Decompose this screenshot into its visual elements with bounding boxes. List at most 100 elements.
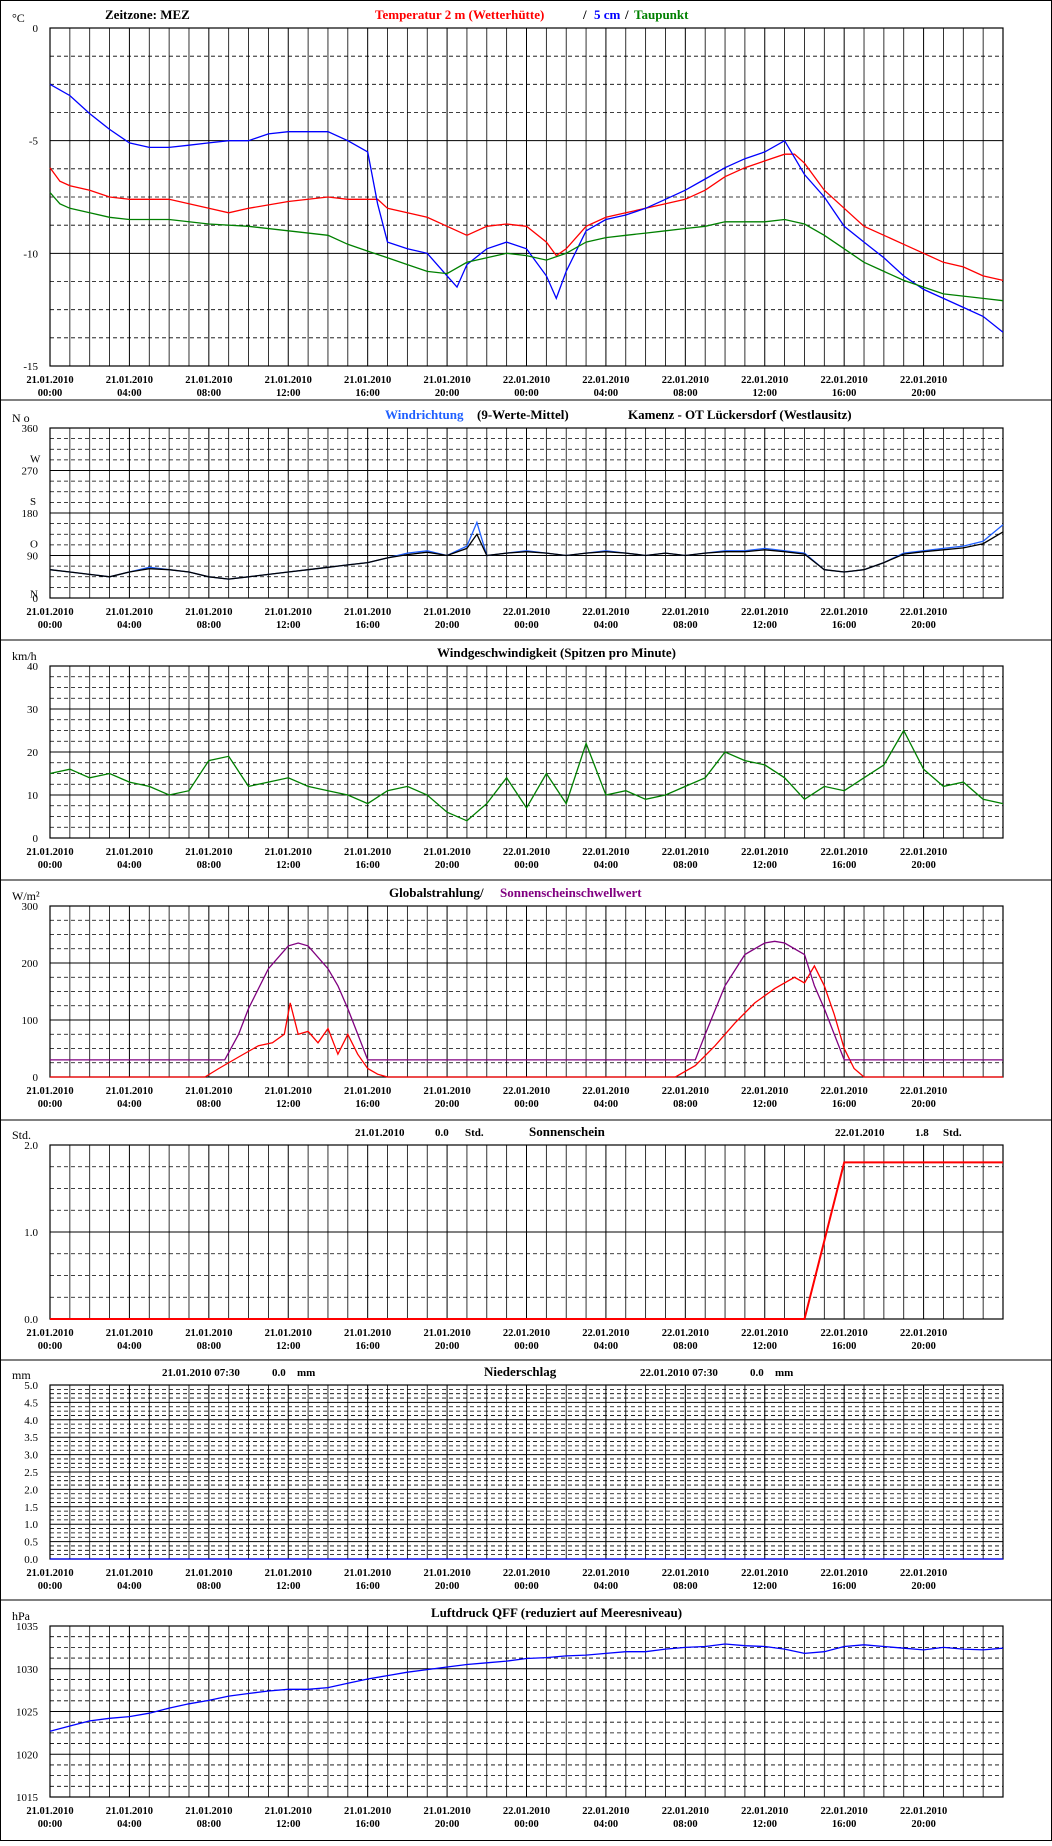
x-tick-time: 00:00 (38, 1341, 63, 1352)
day1-date: 21.01.2010 07:30 (162, 1367, 240, 1379)
y-tick-label: -5 (29, 136, 39, 148)
legend-temp-5cm: 5 cm (594, 7, 621, 22)
x-tick-time: 04:00 (594, 860, 619, 871)
x-tick-date: 22.01.2010 (741, 1086, 788, 1097)
x-tick-date: 22.01.2010 (741, 1806, 788, 1817)
x-tick-time: 08:00 (197, 388, 222, 399)
x-tick-date: 21.01.2010 (106, 847, 153, 858)
y-tick-label: 180 (22, 508, 39, 520)
panel-title: Sonnenschein (529, 1124, 606, 1139)
y-tick-label: 4.5 (24, 1397, 38, 1409)
precip-panel: 0.0 0.5 1.0 1.5 2.0 2.5 3.0 3.5 4.0 4.5 5.0 21.01.2… (0, 1364, 1052, 1601)
x-tick-date: 21.01.2010 (344, 1328, 391, 1339)
x-tick-time: 08:00 (197, 1341, 222, 1352)
x-tick-time: 00:00 (514, 1819, 539, 1830)
x-tick-date: 21.01.2010 (265, 847, 312, 858)
x-tick-time: 00:00 (514, 1099, 539, 1110)
x-tick-time: 08:00 (673, 860, 698, 871)
radiation-panel: 0 100 200 300 21.01.2010 00:00 21.01.2010 04:00… (0, 885, 1052, 1121)
series-line-radiation-0 (50, 964, 1003, 1078)
x-tick-time: 12:00 (276, 1581, 301, 1592)
x-tick-date: 22.01.2010 (821, 375, 868, 386)
y-tick-label: 200 (22, 958, 39, 970)
day2-unit: Std. (943, 1127, 962, 1139)
x-tick-time: 20:00 (911, 388, 936, 399)
x-tick-time: 20:00 (435, 620, 460, 631)
wind_dir-panel: 0 90 180 270 360 N O S W 21.01.2010 00:00 21.01.201… (0, 407, 1052, 641)
day2-unit: mm (775, 1367, 793, 1379)
y-tick-label: 30 (27, 704, 39, 716)
y-tick-label: 0 (33, 593, 39, 605)
panel-title: Windgeschwindigkeit (Spitzen pro Minute) (437, 645, 676, 660)
x-tick-date: 22.01.2010 (900, 1086, 947, 1097)
x-tick-time: 20:00 (911, 1581, 936, 1592)
x-tick-time: 04:00 (117, 860, 142, 871)
y-tick-label: -10 (23, 248, 38, 260)
y-tick-label: 0 (33, 833, 39, 845)
x-tick-date: 22.01.2010 (503, 375, 550, 386)
y-tick-label: 1030 (16, 1664, 39, 1676)
x-tick-date: 21.01.2010 (265, 1568, 312, 1579)
pressure-panel: 1015 1020 1025 1030 1035 21.01.2010 00:00 21.01… (12, 1605, 1004, 1830)
y-tick-label: 1025 (16, 1707, 39, 1719)
y-tick-label: -15 (23, 361, 38, 373)
x-tick-time: 04:00 (117, 1819, 142, 1830)
x-tick-time: 12:00 (753, 1341, 778, 1352)
series-line-radiation-1 (50, 940, 1003, 1061)
x-tick-time: 08:00 (673, 1581, 698, 1592)
x-tick-time: 12:00 (276, 1819, 301, 1830)
x-tick-date: 22.01.2010 (662, 1806, 709, 1817)
x-tick-time: 12:00 (753, 1099, 778, 1110)
y-tick-label: 20 (27, 747, 39, 759)
x-tick-time: 20:00 (911, 1819, 936, 1830)
x-tick-time: 08:00 (197, 620, 222, 631)
x-tick-date: 21.01.2010 (26, 375, 73, 386)
x-tick-time: 00:00 (514, 860, 539, 871)
wind_speed-panel: 0 10 20 30 40 21.01.2010 00:00 21.01.2010 04:00 2… (0, 645, 1052, 881)
x-tick-time: 20:00 (911, 1099, 936, 1110)
x-tick-time: 16:00 (832, 1581, 857, 1592)
y-tick-label: 90 (27, 551, 39, 563)
x-tick-time: 00:00 (514, 388, 539, 399)
x-tick-date: 21.01.2010 (106, 375, 153, 386)
day1-value: 0.0 (435, 1127, 449, 1139)
x-tick-date: 22.01.2010 (582, 607, 629, 618)
legend-global-radiation: Globalstrahlung/ (389, 885, 484, 900)
x-tick-date: 22.01.2010 (503, 847, 550, 858)
x-tick-date: 21.01.2010 (185, 607, 232, 618)
x-tick-time: 08:00 (197, 1819, 222, 1830)
series-line-sunshine-0 (50, 1161, 1003, 1320)
x-tick-date: 22.01.2010 (741, 375, 788, 386)
x-tick-time: 08:00 (673, 1819, 698, 1830)
x-tick-time: 00:00 (514, 1341, 539, 1352)
temp-panel: 0 -5 -10 -15 21.01.2010 00:00 21.01.2010 04:00 2… (0, 7, 1052, 401)
x-tick-date: 21.01.2010 (344, 375, 391, 386)
series-line-wind_speed-0 (49, 729, 1004, 822)
y-tick-label: 4.0 (24, 1415, 38, 1427)
x-tick-time: 00:00 (38, 860, 63, 871)
y-tick-label: 0.5 (24, 1537, 38, 1549)
legend-sep2: / (624, 7, 629, 22)
x-tick-time: 08:00 (197, 1581, 222, 1592)
day1-unit: Std. (465, 1127, 484, 1139)
series-line-temp-0 (49, 153, 1004, 282)
x-tick-date: 21.01.2010 (423, 375, 470, 386)
x-tick-date: 22.01.2010 (900, 375, 947, 386)
x-tick-date: 22.01.2010 (741, 607, 788, 618)
y-tick-label: 300 (22, 901, 39, 913)
x-tick-date: 21.01.2010 (344, 1568, 391, 1579)
y-tick-label: 40 (27, 661, 39, 673)
x-tick-date: 22.01.2010 (821, 1328, 868, 1339)
x-tick-date: 21.01.2010 (26, 1328, 73, 1339)
x-tick-date: 21.01.2010 (106, 607, 153, 618)
x-tick-time: 12:00 (753, 860, 778, 871)
x-tick-date: 22.01.2010 (662, 1568, 709, 1579)
x-tick-time: 12:00 (276, 388, 301, 399)
panel-title: Niederschlag (484, 1364, 557, 1379)
x-tick-time: 08:00 (673, 1099, 698, 1110)
x-tick-time: 04:00 (117, 620, 142, 631)
x-tick-date: 21.01.2010 (185, 1806, 232, 1817)
y-tick-label: 10 (27, 790, 39, 802)
x-tick-date: 22.01.2010 (662, 847, 709, 858)
